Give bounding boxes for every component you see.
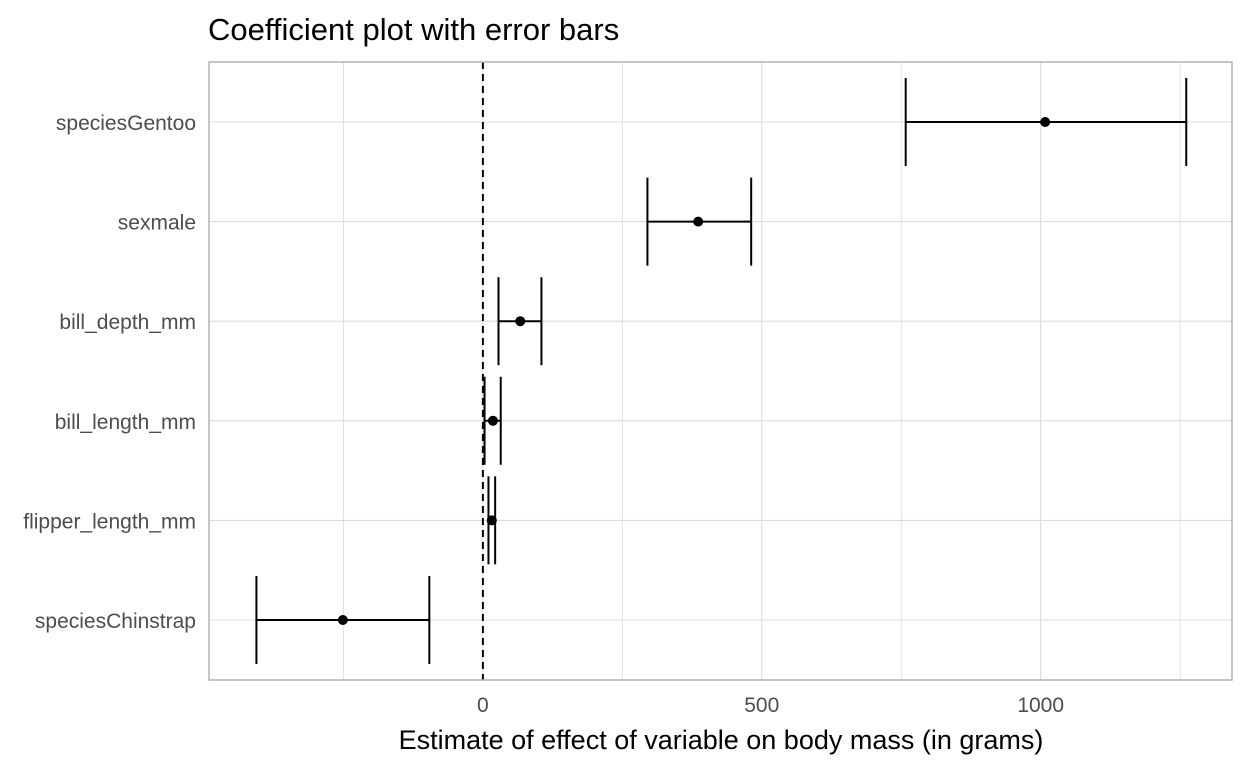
x-tick-label: 1000	[1017, 694, 1064, 717]
x-tick-labels: 0 500 1000	[477, 694, 1064, 717]
y-tick-label-flipper_length_mm: flipper_length_mm	[23, 510, 196, 533]
y-tick-label-bill_depth_mm: bill_depth_mm	[59, 311, 196, 334]
grid-lines	[209, 62, 1232, 680]
error-bars	[255, 78, 1188, 664]
x-tick-label: 0	[477, 694, 489, 717]
estimate-point-bill_depth_mm	[515, 316, 526, 327]
x-axis-label: Estimate of effect of variable on body m…	[399, 725, 1044, 755]
estimate-point-sexmale	[693, 216, 704, 227]
estimate-point-speciesChinstrap	[337, 615, 348, 625]
y-tick-label-speciesChinstrap: speciesChinstrap	[35, 610, 196, 633]
y-tick-label-speciesGentoo: speciesGentoo	[56, 112, 196, 135]
y-tick-labels: speciesGentoo sexmale bill_depth_mm bill_le…	[23, 112, 196, 633]
panel-border	[208, 61, 1233, 681]
y-tick-label-sexmale: sexmale	[118, 212, 196, 235]
estimate-point-bill_length_mm	[487, 415, 498, 426]
chart-title: Coefficient plot with error bars	[208, 12, 619, 47]
estimate-point-speciesGentoo	[1040, 117, 1051, 127]
x-tick-label: 500	[744, 694, 779, 717]
estimate-point-flipper_length_mm	[486, 515, 497, 526]
y-tick-label-bill_length_mm: bill_length_mm	[55, 411, 196, 434]
